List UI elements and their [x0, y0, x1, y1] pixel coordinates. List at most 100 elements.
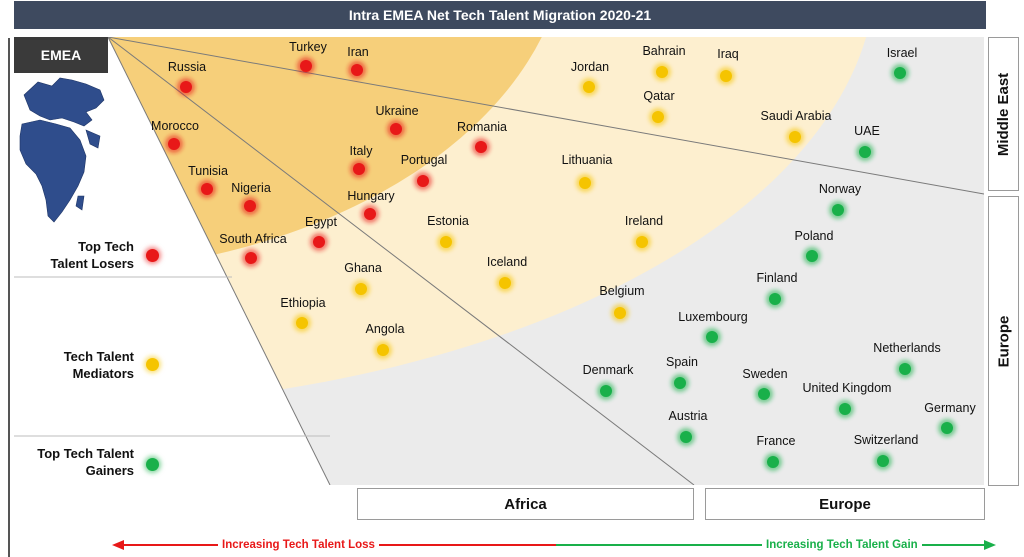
country-label-ethiopia: Ethiopia — [280, 296, 325, 310]
country-label-sweden: Sweden — [742, 367, 787, 381]
europe-bottom-region-label: Europe — [819, 495, 871, 513]
africa-boundary — [107, 37, 695, 485]
country-label-morocco: Morocco — [151, 119, 199, 133]
country-dot-italy — [353, 163, 365, 175]
country-label-qatar: Qatar — [643, 89, 674, 103]
country-dot-germany — [941, 422, 953, 434]
country-label-russia: Russia — [168, 60, 206, 74]
country-label-uae: UAE — [854, 124, 880, 138]
country-label-luxembourg: Luxembourg — [678, 310, 748, 324]
country-dot-bahrain — [656, 66, 668, 78]
country-dot-poland — [806, 250, 818, 262]
country-dot-france — [767, 456, 779, 468]
country-label-iran: Iran — [347, 45, 369, 59]
country-dot-ukraine — [390, 123, 402, 135]
country-dot-morocco — [168, 138, 180, 150]
country-label-norway: Norway — [819, 182, 862, 196]
country-dot-finland — [769, 293, 781, 305]
country-dot-russia — [180, 81, 192, 93]
country-label-turkey: Turkey — [289, 40, 327, 54]
legend-mediators-label: Tech Talent Mediators — [14, 348, 134, 382]
country-dot-portugal — [417, 175, 429, 187]
africa-region-box: Africa — [357, 488, 694, 520]
legend-losers-label: Top Tech Talent Losers — [14, 238, 134, 272]
country-label-ireland: Ireland — [625, 214, 663, 228]
country-dot-switzerland — [877, 455, 889, 467]
country-label-germany: Germany — [924, 401, 976, 415]
country-label-south-africa: South Africa — [219, 232, 286, 246]
country-dot-romania — [475, 141, 487, 153]
country-dot-uae — [859, 146, 871, 158]
country-label-iraq: Iraq — [717, 47, 739, 61]
country-label-denmark: Denmark — [583, 363, 634, 377]
legend-losers-line2: Talent Losers — [50, 256, 134, 271]
gain-arrow-head — [984, 540, 996, 550]
legend-losers-line1: Top Tech — [78, 239, 134, 254]
country-dot-tunisia — [201, 183, 213, 195]
europe-region-box: Europe — [988, 196, 1019, 486]
europe-bottom-region-box: Europe — [705, 488, 985, 520]
country-label-angola: Angola — [366, 322, 405, 336]
africa-region-label: Africa — [504, 495, 547, 513]
country-label-saudi-arabia: Saudi Arabia — [761, 109, 832, 123]
country-label-hungary: Hungary — [347, 189, 395, 203]
country-dot-israel — [894, 67, 906, 79]
legend-gainers-line2: Gainers — [85, 463, 134, 478]
country-dot-estonia — [440, 236, 452, 248]
legend-gainers-dot — [146, 458, 159, 471]
country-label-estonia: Estonia — [427, 214, 469, 228]
legend-gainers-line1: Top Tech Talent — [37, 446, 134, 461]
legend-mediators-dot — [146, 358, 159, 371]
emea-map-icon — [19, 77, 105, 223]
country-dot-austria — [680, 431, 692, 443]
country-dot-jordan — [583, 81, 595, 93]
country-dot-qatar — [652, 111, 664, 123]
country-label-ukraine: Ukraine — [375, 104, 418, 118]
country-dot-ethiopia — [296, 317, 308, 329]
country-dot-egypt — [313, 236, 325, 248]
country-label-tunisia: Tunisia — [188, 164, 228, 178]
country-dot-lithuania — [579, 177, 591, 189]
legend-mediators-line1: Tech Talent — [63, 349, 134, 364]
country-dot-nigeria — [244, 200, 256, 212]
legend-losers-dot — [146, 249, 159, 262]
country-dot-iran — [351, 64, 363, 76]
country-label-netherlands: Netherlands — [873, 341, 940, 355]
country-label-egypt: Egypt — [305, 215, 337, 229]
country-label-romania: Romania — [457, 120, 507, 134]
panel-boundary — [107, 37, 331, 485]
loss-axis-label: Increasing Tech Talent Loss — [218, 539, 379, 551]
country-label-bahrain: Bahrain — [642, 44, 685, 58]
country-label-austria: Austria — [669, 409, 708, 423]
country-dot-saudi-arabia — [789, 131, 801, 143]
chart-title: Intra EMEA Net Tech Talent Migration 202… — [14, 1, 986, 29]
country-label-nigeria: Nigeria — [231, 181, 271, 195]
country-label-jordan: Jordan — [571, 60, 609, 74]
middle-east-region-box: Middle East — [988, 37, 1019, 191]
middle-east-boundary — [107, 37, 984, 195]
country-label-united-kingdom: United Kingdom — [803, 381, 892, 395]
country-dot-south-africa — [245, 252, 257, 264]
country-dot-denmark — [600, 385, 612, 397]
country-label-lithuania: Lithuania — [562, 153, 613, 167]
country-dot-turkey — [300, 60, 312, 72]
country-dot-iceland — [499, 277, 511, 289]
country-dot-hungary — [364, 208, 376, 220]
country-dot-ireland — [636, 236, 648, 248]
country-dot-united-kingdom — [839, 403, 851, 415]
country-label-switzerland: Switzerland — [854, 433, 919, 447]
country-dot-netherlands — [899, 363, 911, 375]
country-dot-ghana — [355, 283, 367, 295]
country-label-italy: Italy — [350, 144, 374, 158]
country-label-spain: Spain — [666, 355, 698, 369]
loss-arrow-head — [112, 540, 124, 550]
country-dot-belgium — [614, 307, 626, 319]
country-label-portugal: Portugal — [401, 153, 448, 167]
country-dot-iraq — [720, 70, 732, 82]
legend-mediators-line2: Mediators — [72, 366, 134, 381]
country-dot-sweden — [758, 388, 770, 400]
country-label-poland: Poland — [795, 229, 834, 243]
country-dot-spain — [674, 377, 686, 389]
